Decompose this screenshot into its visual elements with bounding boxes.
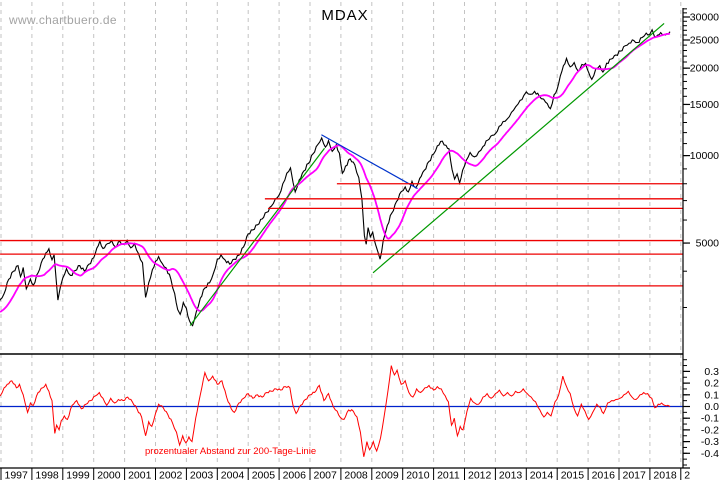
- watermark: www.chartbuero.de: [9, 13, 117, 27]
- year-label: 2009: [375, 470, 399, 481]
- year-label: 1998: [35, 470, 59, 481]
- year-label: 1999: [66, 470, 90, 481]
- price-axis-label: 5000: [696, 238, 720, 250]
- oscillator-axis-label: -0.1: [701, 413, 719, 425]
- trendline-downtrend-2007-2010: [321, 134, 418, 190]
- year-label: 1997: [5, 470, 29, 481]
- year-label: 2015: [561, 470, 585, 481]
- year-label: 2010: [406, 470, 430, 481]
- year-label: 2011: [437, 470, 460, 481]
- oscillator-axis-label: 0.0: [704, 401, 719, 413]
- trendline-uptrend-2009-2018: [372, 23, 665, 274]
- oscillator-axis-label: -0.3: [701, 436, 719, 448]
- trendline-uptrend-2003-2007: [189, 147, 326, 326]
- year-label: 2017: [623, 470, 647, 481]
- mdax-price-line: [0, 28, 671, 327]
- year-label: 2001: [128, 470, 152, 481]
- oscillator-axis-label: 0.3: [704, 366, 719, 378]
- price-axis-label: 30000: [690, 11, 719, 23]
- oscillator-axis-label: -0.4: [701, 448, 719, 460]
- year-label: 2003: [190, 470, 214, 481]
- price-axis-label: 20000: [690, 63, 719, 75]
- year-label: 2005: [252, 470, 276, 481]
- ma200-line: [0, 32, 671, 313]
- year-label: 2016: [592, 470, 616, 481]
- year-label: 2007: [314, 470, 338, 481]
- price-axis-label: 25000: [690, 34, 719, 46]
- year-label: 2000: [97, 470, 121, 481]
- price-axis-label: 10000: [690, 150, 719, 162]
- year-label: 2006: [283, 470, 307, 481]
- year-label: 2004: [221, 470, 245, 481]
- year-label: 2012: [468, 470, 492, 481]
- chart-title: MDAX: [321, 7, 369, 24]
- year-label: 2013: [499, 470, 523, 481]
- year-label: 2: [684, 470, 690, 481]
- year-label: 2008: [344, 470, 368, 481]
- subchart-title: prozentualer Abstand zur 200-Tage-Linie: [145, 446, 317, 457]
- year-label: 2014: [530, 470, 554, 481]
- price-axis-label: 15000: [690, 99, 719, 111]
- oscillator-axis-label: 0.2: [704, 378, 719, 390]
- distance-oscillator-line: [0, 365, 671, 457]
- year-label: 2002: [159, 470, 183, 481]
- year-label: 2018: [653, 470, 677, 481]
- oscillator-axis-label: 0.1: [704, 389, 719, 401]
- oscillator-axis-label: -0.2: [701, 424, 719, 436]
